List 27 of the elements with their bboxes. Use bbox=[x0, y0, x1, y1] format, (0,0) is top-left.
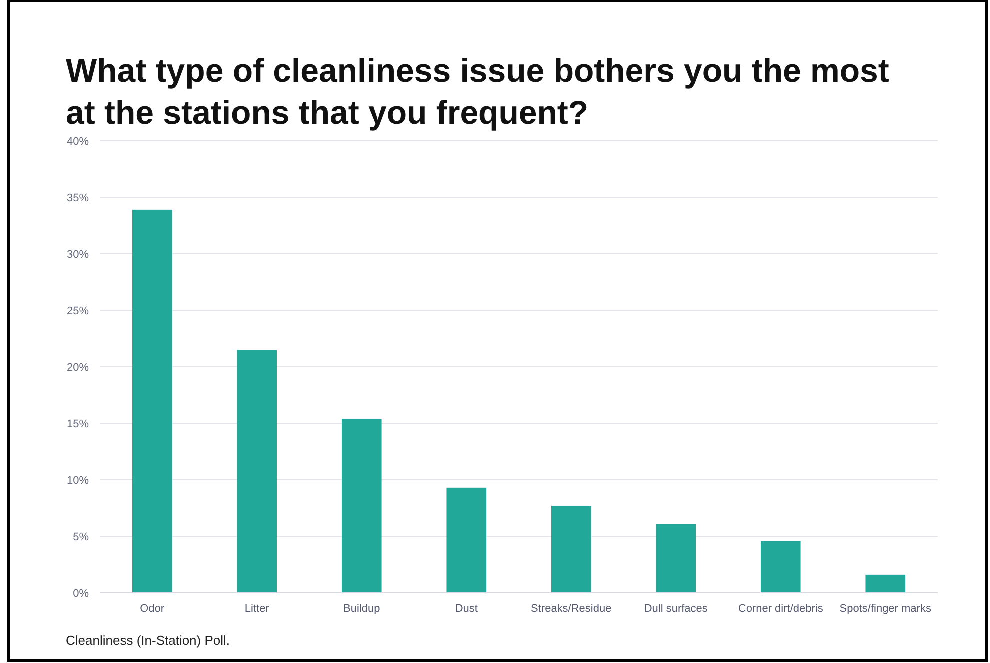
y-tick-label: 35% bbox=[66, 192, 90, 204]
x-tick-label: Spots/finger marks bbox=[840, 603, 932, 615]
y-tick-label: 15% bbox=[66, 418, 90, 430]
y-tick-label: 25% bbox=[66, 305, 90, 318]
x-tick-label: Odor bbox=[140, 603, 165, 615]
text: Cleanliness (In-Station) Poll. bbox=[66, 633, 230, 648]
x-tick-label: Streaks/Residue bbox=[531, 603, 612, 615]
y-tick-label: 5% bbox=[73, 531, 90, 544]
y-tick-label: 10% bbox=[66, 474, 90, 487]
bar bbox=[760, 541, 801, 593]
y-tick-label: 30% bbox=[66, 248, 90, 261]
x-tick-label: Buildup bbox=[344, 603, 380, 615]
bar bbox=[866, 574, 906, 593]
y-tick-label: 0% bbox=[73, 588, 90, 600]
x-tick-label: Litter bbox=[244, 603, 270, 615]
chart-title: What type of cleanliness issue bothers you the most at the stations that you frequent? bbox=[66, 52, 890, 131]
bar bbox=[446, 488, 487, 593]
bar bbox=[132, 210, 172, 593]
bar bbox=[342, 418, 382, 593]
y-tick-label: 20% bbox=[66, 362, 90, 374]
x-tick-label: Dust bbox=[455, 603, 478, 615]
y-tick-label: 40% bbox=[66, 136, 90, 148]
x-tick-label: Dull surfaces bbox=[644, 603, 708, 615]
x-tick-label: Corner dirt/debris bbox=[738, 603, 824, 615]
bar bbox=[551, 506, 592, 593]
bar bbox=[237, 350, 278, 593]
bar bbox=[656, 524, 696, 593]
